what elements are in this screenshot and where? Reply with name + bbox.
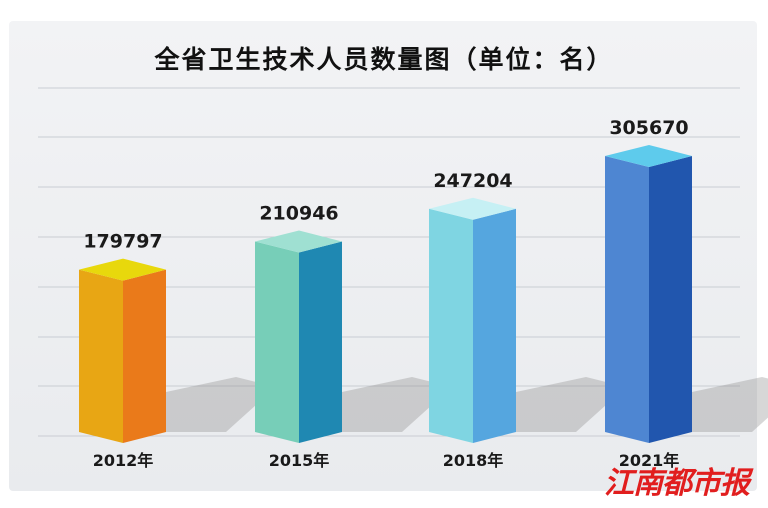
bar-front-4 [605, 156, 649, 443]
bar-side-4 [649, 156, 692, 443]
bar-front-2 [255, 241, 299, 443]
chart-title: 全省卫生技术人员数量图（单位：名） [154, 45, 614, 74]
bar-top-4 [605, 145, 692, 167]
bar-top-1 [79, 258, 166, 281]
bar-shadow [516, 377, 626, 432]
bar-front-1 [79, 269, 123, 443]
bar-top-3 [429, 197, 516, 220]
x-tick-label: 2018年 [443, 451, 504, 470]
bar-side-1 [123, 269, 166, 443]
data-label: 305670 [609, 117, 688, 139]
bar-shadow [342, 377, 452, 432]
bar-front-3 [429, 208, 473, 443]
bar-side-2 [299, 241, 342, 443]
bar-shadow [166, 377, 276, 432]
bar-side-3 [473, 208, 516, 443]
x-tick-label: 2015年 [269, 451, 330, 470]
bar-shadow [692, 377, 768, 432]
x-tick-label: 2012年 [93, 451, 154, 470]
x-tick-label: 2021年 [619, 451, 680, 470]
data-label: 247204 [433, 170, 512, 192]
data-label: 210946 [259, 203, 338, 225]
newspaper-watermark: 江南都市报 [604, 466, 750, 501]
bar-top-2 [255, 230, 342, 253]
data-label: 179797 [83, 231, 162, 253]
